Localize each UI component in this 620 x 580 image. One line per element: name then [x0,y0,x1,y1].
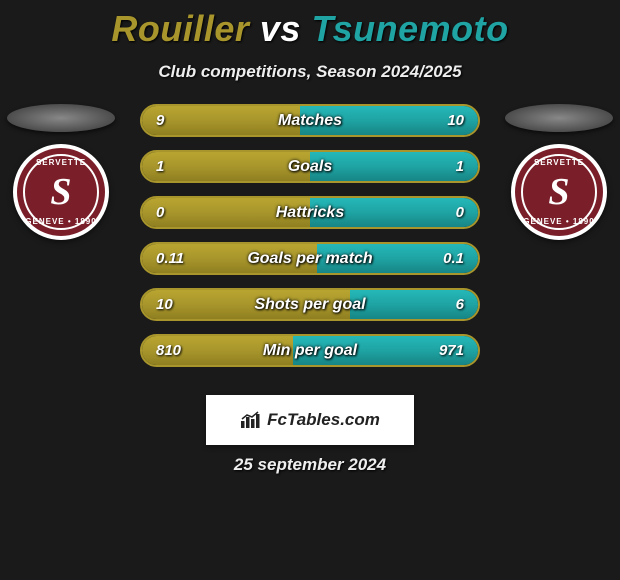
stat-label: Goals [142,152,478,181]
stat-label: Matches [142,106,478,135]
stat-bar: 810971Min per goal [140,334,480,367]
stat-label: Hattricks [142,198,478,227]
crest-top-text: SERVETTE [515,158,603,167]
player2-crest: SERVETTE S GENEVE • 1890 [511,144,607,240]
vs-text: vs [260,8,301,49]
player1-column: SERVETTE S GENEVE • 1890 [6,104,116,240]
stat-bar: 0.110.1Goals per match [140,242,480,275]
player2-name: Tsunemoto [311,8,508,49]
crest-bottom-text: GENEVE • 1890 [17,217,105,226]
player2-silhouette [505,104,613,132]
brand-chart-icon [240,411,262,429]
stat-bar: 11Goals [140,150,480,183]
player1-silhouette [7,104,115,132]
stat-label: Goals per match [142,244,478,273]
comparison-title: Rouiller vs Tsunemoto [0,0,620,50]
subtitle: Club competitions, Season 2024/2025 [0,62,620,82]
stat-bars: 910Matches 11Goals 00Hattricks 0.110.1Goals… [140,104,480,367]
crest-top-text: SERVETTE [17,158,105,167]
date-text: 25 september 2024 [0,455,620,475]
brand-box: FcTables.com [206,395,414,445]
brand-text: FcTables.com [267,410,380,430]
stat-label: Shots per goal [142,290,478,319]
player1-crest: SERVETTE S GENEVE • 1890 [13,144,109,240]
crest-bottom-text: GENEVE • 1890 [515,217,603,226]
stat-label: Min per goal [142,336,478,365]
player2-column: SERVETTE S GENEVE • 1890 [504,104,614,240]
stat-bar: 910Matches [140,104,480,137]
comparison-content: SERVETTE S GENEVE • 1890 SERVETTE S GENE… [0,104,620,404]
player1-name: Rouiller [111,8,249,49]
stat-bar: 00Hattricks [140,196,480,229]
stat-bar: 106Shots per goal [140,288,480,321]
